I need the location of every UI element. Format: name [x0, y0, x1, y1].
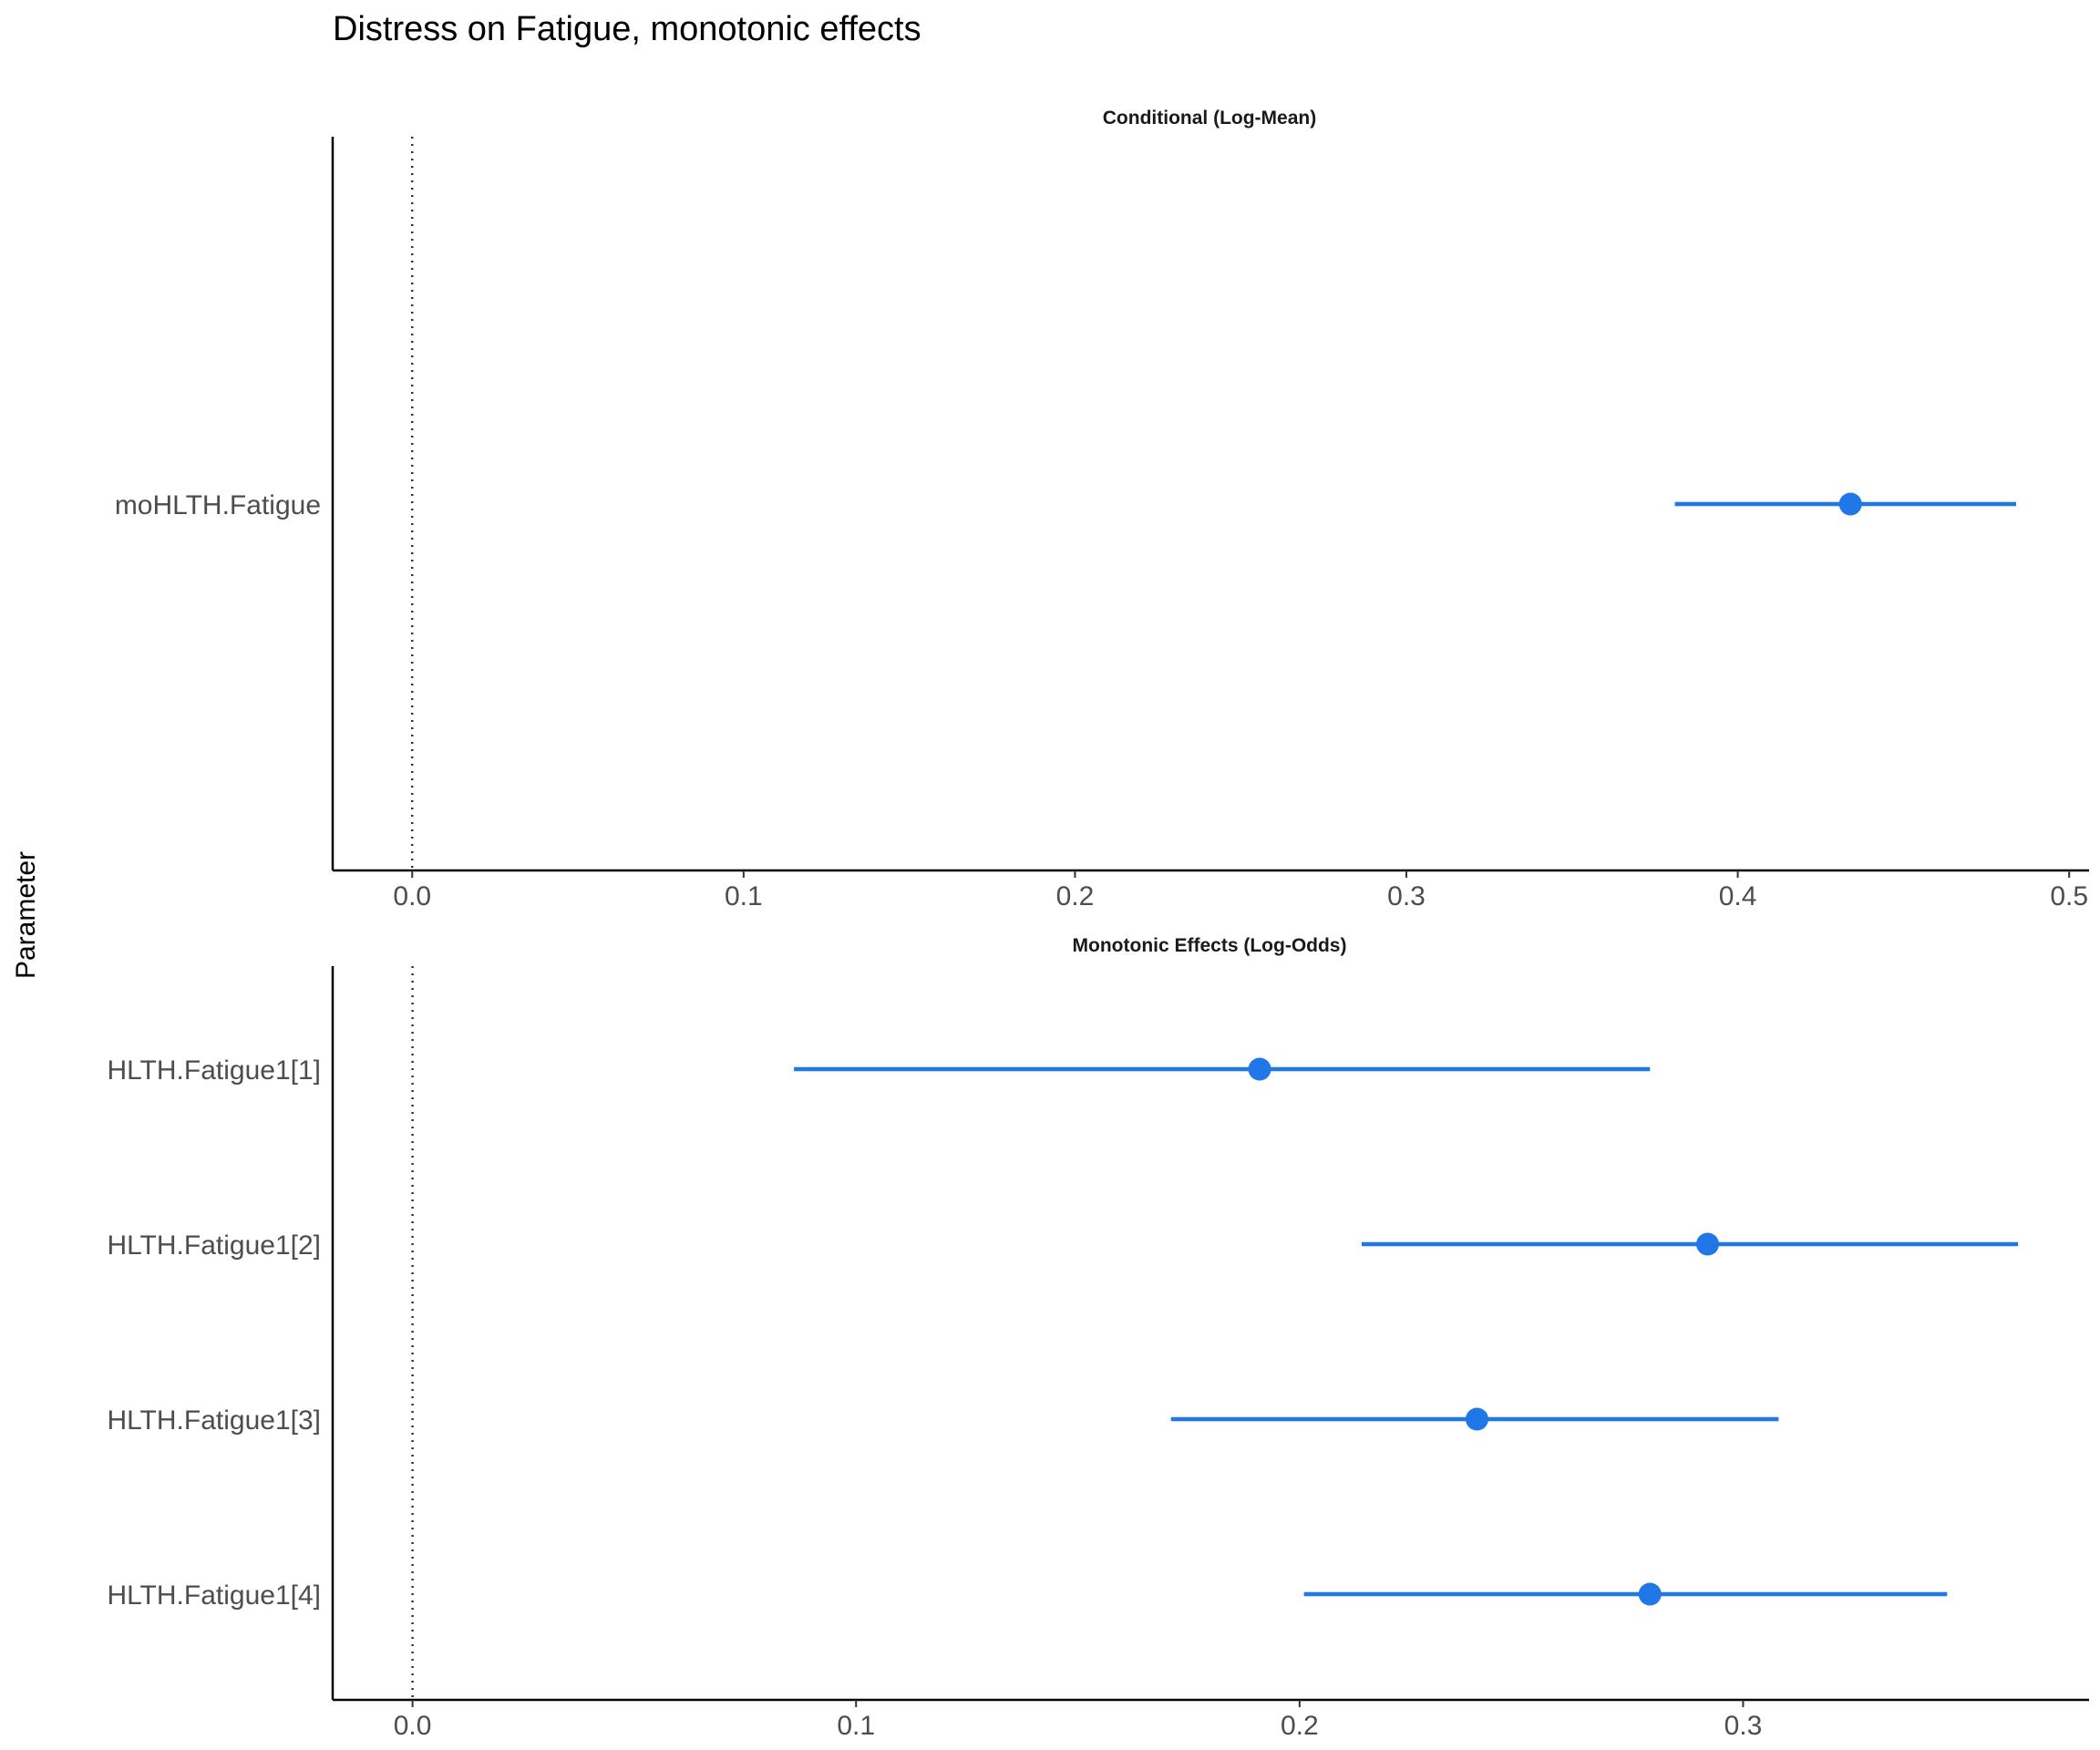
- row-label: HLTH.Fatigue1[2]: [107, 1230, 321, 1261]
- x-tick-label: 0.0: [394, 1711, 432, 1741]
- row-label: HLTH.Fatigue1[3]: [107, 1405, 321, 1436]
- x-tick-label: 0.4: [1719, 881, 1757, 911]
- x-tick-label: 0.5: [2050, 881, 2088, 911]
- y-axis-title: Parameter: [11, 851, 41, 979]
- x-tick-label: 0.1: [725, 881, 763, 911]
- panel-conditional: Conditional (Log-Mean) 0.0 0.1 0.2 0.3 0.4 0.…: [115, 108, 2089, 911]
- panel-title: Monotonic Effects (Log-Odds): [1073, 935, 1347, 956]
- estimate-point: [1838, 492, 1862, 516]
- panel-monotonic: Monotonic Effects (Log-Odds) 0.0 0.1 0.2 0.…: [107, 935, 2089, 1741]
- x-tick-label: 0.0: [393, 881, 431, 911]
- x-tick-label: 0.3: [1387, 881, 1426, 911]
- x-tick-label: 0.1: [837, 1711, 875, 1741]
- row-label: moHLTH.Fatigue: [115, 490, 321, 520]
- x-tick-label: 0.2: [1056, 881, 1095, 911]
- x-tick-label: 0.3: [1724, 1711, 1763, 1741]
- estimate-point: [1696, 1232, 1720, 1256]
- chart-title: Distress on Fatigue, monotonic effects: [333, 10, 921, 48]
- row-label: HLTH.Fatigue1[4]: [107, 1580, 321, 1611]
- row-label: HLTH.Fatigue1[1]: [107, 1055, 321, 1086]
- x-tick-label: 0.2: [1281, 1711, 1319, 1741]
- estimate-point: [1638, 1582, 1662, 1606]
- panel-title: Conditional (Log-Mean): [1103, 108, 1316, 129]
- estimate-point: [1248, 1057, 1271, 1081]
- estimate-point: [1465, 1407, 1488, 1431]
